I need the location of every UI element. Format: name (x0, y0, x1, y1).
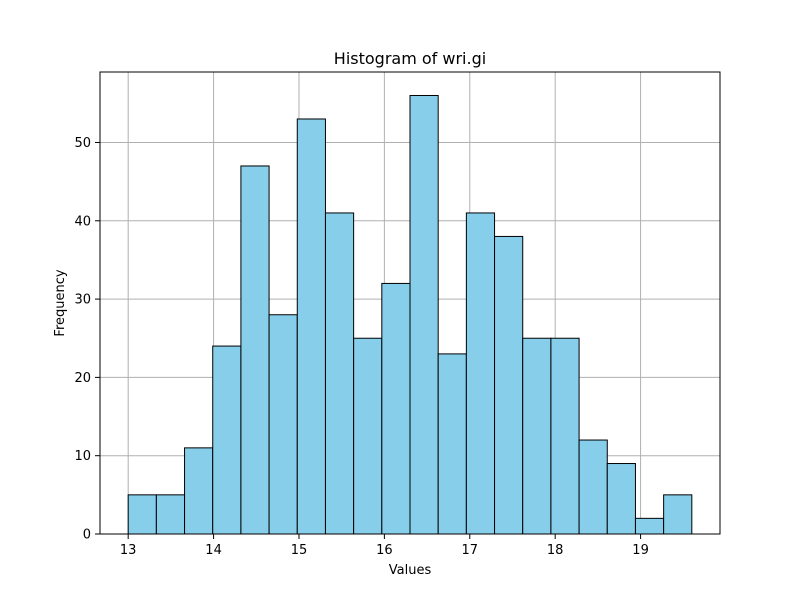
bars-layer (127, 94, 693, 535)
y-tick-label: 10 (74, 449, 91, 464)
x-tick-label: 16 (376, 543, 393, 558)
y-tick-label: 0 (83, 528, 91, 543)
chart-title: Histogram of wri.gi (334, 49, 486, 68)
y-tick-label: 30 (74, 293, 91, 308)
histogram-bar (184, 447, 214, 535)
histogram-bar (578, 439, 608, 535)
y-tick-label: 50 (74, 136, 91, 151)
x-tick-label: 14 (205, 543, 222, 558)
y-tick-label: 20 (74, 371, 91, 386)
histogram-bar (212, 345, 242, 535)
x-tick-label: 13 (120, 543, 137, 558)
histogram-bar (437, 353, 467, 535)
x-tick-label: 18 (547, 543, 564, 558)
histogram-bar (465, 212, 496, 535)
histogram-bar (155, 494, 186, 535)
y-axis-label: Frequency (53, 269, 68, 336)
histogram-bar (381, 282, 411, 535)
histogram-bar (240, 165, 270, 535)
ticks-layer: 13 14 15 16 17 18 19 0 10 20 30 40 50 (74, 136, 648, 558)
histogram-bar (268, 314, 298, 535)
histogram-bar (127, 494, 157, 535)
x-tick-label: 19 (632, 543, 649, 558)
histogram-bar (494, 235, 524, 535)
histogram-bar (634, 517, 665, 535)
histogram-bar (663, 494, 693, 535)
histogram-bar (550, 337, 580, 535)
histogram-bar (409, 94, 439, 535)
y-tick-label: 40 (74, 214, 91, 229)
x-axis-label: Values (389, 563, 432, 578)
histogram-bar (522, 337, 552, 535)
x-tick-label: 15 (291, 543, 308, 558)
histogram-bar (324, 212, 355, 535)
histogram-bar (353, 337, 383, 535)
x-tick-label: 17 (462, 543, 479, 558)
plot-frame (99, 71, 721, 535)
histogram-bar (606, 463, 636, 535)
histogram-bar (296, 118, 326, 535)
